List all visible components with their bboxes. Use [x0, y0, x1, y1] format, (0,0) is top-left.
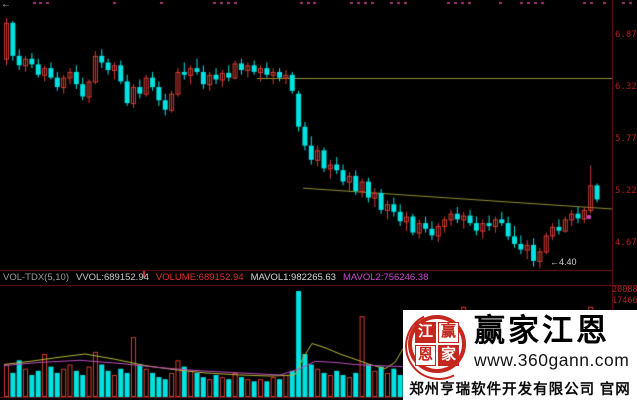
axis-label: 5.22: [615, 186, 637, 196]
watermark-text-block: 赢家江恩 www.360gann.com: [474, 313, 634, 371]
watermark: 江 赢 恩 家 赢家江恩 www.360gann.com 郑州亨瑞软件开发有限公…: [403, 310, 637, 400]
watermark-title: 赢家江恩: [474, 313, 610, 348]
seal-char: 江: [415, 322, 436, 343]
seal-char: 恩: [415, 345, 436, 366]
low-price-value: 4.40: [559, 257, 577, 267]
volume-value: VOLUME:689152.94: [155, 272, 244, 283]
seal-char: 赢: [438, 322, 459, 343]
watermark-seal-logo: 江 赢 恩 家: [408, 315, 466, 373]
axis-label: 20088: [612, 285, 637, 295]
price-low-label: ←4.40: [550, 257, 577, 267]
volume-indicator-bar: VOL-TDX(5,10) VVOL:689152.94 VOLUME:689152…: [3, 272, 435, 283]
axis-label: 4.67: [615, 238, 637, 248]
watermark-url: www.360gann.com: [474, 350, 630, 370]
mavol2-value: MAVOL2:756246.38: [342, 272, 429, 283]
axis-label: 6.87: [615, 30, 637, 40]
axis-label: 6.32: [615, 82, 637, 92]
cursor-arrow-icon: ←: [1, 0, 11, 10]
indicator-name[interactable]: VOL-TDX(5,10): [3, 272, 69, 283]
axis-label: 5.77: [615, 134, 637, 144]
seal-char: 家: [438, 345, 459, 366]
left-arrow-icon: ←: [550, 257, 559, 267]
vvol-value: VVOL:689152.94: [76, 272, 149, 283]
mavol1-value: MAVOL1:982265.63: [250, 272, 336, 283]
seal-grid: 江 赢 恩 家: [415, 322, 459, 366]
watermark-company: 郑州亨瑞软件开发有限公司 官网: [409, 382, 631, 398]
axis-label: 17466: [612, 296, 637, 306]
